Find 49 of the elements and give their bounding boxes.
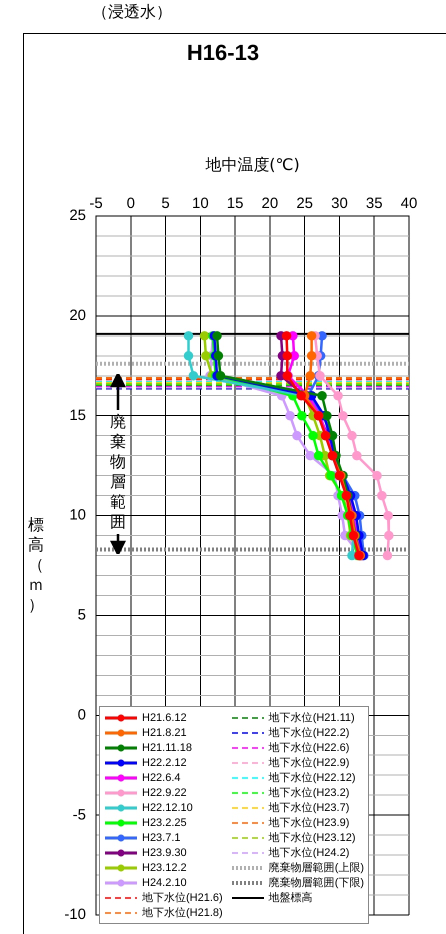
legend-label: 地下水位(H23.12) — [268, 831, 356, 845]
legend-label: 地下水位(H22.9) — [268, 756, 350, 770]
y-tick-label: 20 — [69, 307, 86, 324]
chart-subtitle: （浸透水） — [92, 2, 172, 23]
x-tick-label: 35 — [366, 195, 383, 212]
x-tick-label: 30 — [331, 195, 348, 212]
legend-label: H22.2.12 — [142, 756, 187, 768]
legend-label: 地盤標高 — [268, 890, 313, 905]
legend-label: 地下水位(H23.2) — [268, 786, 350, 800]
legend-label: 地下水位(H22.2) — [268, 726, 350, 740]
x-tick-label: 25 — [296, 195, 314, 212]
legend-label: H22.12.10 — [142, 802, 193, 814]
y-tick-label: 0 — [78, 706, 86, 724]
y-axis-title: 標高（ｍ） — [27, 515, 45, 615]
legend-label: H23.12.2 — [142, 862, 187, 874]
legend-label: 地下水位(H22.12) — [268, 771, 356, 785]
legend-label: H22.6.4 — [142, 772, 181, 784]
legend-label: 地下水位(H22.6) — [268, 741, 350, 755]
legend-label: 地下水位(H24.2) — [268, 846, 350, 860]
legend-label: 地下水位(H21.11) — [268, 711, 355, 725]
legend-label: H24.2.10 — [142, 876, 187, 888]
x-tick-label: 15 — [226, 195, 244, 212]
legend-label: H22.9.22 — [142, 786, 187, 798]
y-tick-label: 15 — [69, 406, 86, 424]
legend-label: 廃棄物層範囲(下限) — [268, 876, 364, 890]
x-tick-label: 40 — [400, 195, 418, 212]
x-tick-label: 20 — [262, 195, 278, 212]
legend-label: 地下水位(H23.7) — [268, 801, 350, 815]
y-tick-label: -5 — [72, 806, 86, 824]
y-tick-label: 10 — [69, 506, 86, 524]
x-axis-title: 地中温度(℃) — [204, 155, 301, 176]
chart-title: H16-13 — [186, 40, 260, 66]
x-tick-label: 0 — [126, 195, 135, 212]
legend-label: H21.6.12 — [142, 712, 187, 724]
x-tick-label: 10 — [192, 195, 209, 212]
x-tick-label: 5 — [161, 195, 170, 212]
y-tick-label: -10 — [64, 906, 86, 924]
y-tick-label: 25 — [69, 207, 86, 224]
legend-label: 廃棄物層範囲(上限) — [268, 860, 364, 875]
legend-label: H23.9.30 — [142, 846, 187, 858]
legend-label: 地下水位(H21.8) — [142, 906, 223, 920]
legend-label: H21.11.18 — [142, 742, 192, 754]
x-tick-label: -5 — [89, 195, 103, 212]
legend-label: 地下水位(H21.6) — [142, 891, 223, 905]
legend-label: H23.7.1 — [142, 832, 181, 844]
y-tick-label: 5 — [78, 606, 86, 624]
legend-label: H21.8.21 — [142, 726, 187, 738]
legend-label: 地下水位(H23.9) — [268, 816, 350, 830]
legend-label: H23.2.25 — [142, 816, 187, 828]
